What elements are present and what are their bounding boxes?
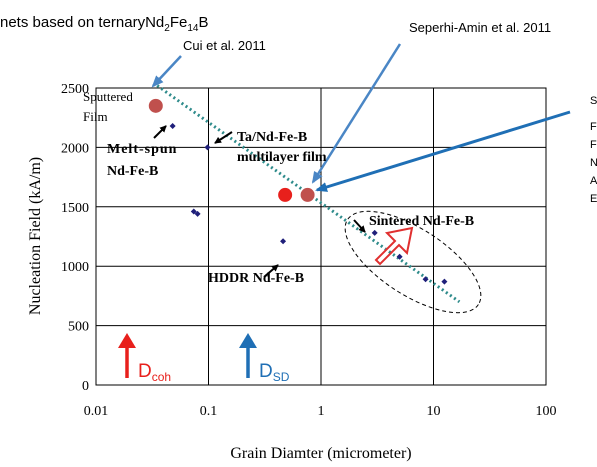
hddr-arrow [263, 264, 279, 278]
sputtered-label-1: Sputtered [83, 89, 133, 104]
formula-sub-2: 2 [164, 23, 170, 34]
right-callout-arrow [315, 110, 571, 192]
dcoh-label-sub: coh [152, 370, 171, 384]
clipped-line-6: E [590, 193, 597, 205]
y-axis-title: Nucleation Field (kA/m) [27, 157, 44, 315]
diamond-point [194, 210, 201, 217]
x-tick-labels: 0.01 0.1 1 10 100 [84, 404, 557, 419]
diamond-point [371, 229, 378, 236]
y-tick-label: 2000 [61, 141, 89, 156]
formula-sub-14: 14 [187, 23, 199, 34]
header-fragment: nets based on ternaryNd2Fe14B [0, 14, 209, 34]
seperhi-callout-arrow [311, 43, 402, 184]
sputtered-label-2: Film [83, 109, 108, 124]
x-axis-title: Grain Diamter (micrometer) [230, 445, 411, 462]
sintered-arrow [353, 219, 366, 233]
tandfeb-label-2: multilayer film [237, 150, 327, 165]
formula-b: B [198, 14, 208, 31]
tandfeb-label-1: Ta/Nd-Fe-B [237, 130, 307, 145]
clipped-line-4: N [590, 157, 597, 169]
formula-fe: Fe [170, 14, 188, 31]
x-tick-label: 1 [318, 404, 325, 419]
dsd-label: DSD [259, 361, 290, 384]
hddr-label: HDDR Nd-Fe-B [208, 271, 304, 286]
sintered-label: Sintered Nd-Fe-B [369, 214, 474, 229]
annotation-arrows [153, 125, 366, 278]
clipped-line-5: A [590, 175, 597, 187]
cui-citation: Cui et al. 2011 [183, 38, 266, 53]
red-outline-arrow [374, 226, 414, 266]
y-tick-label: 2500 [61, 82, 89, 97]
circle-point [278, 187, 293, 202]
circle-point [148, 98, 163, 113]
diamond-point [396, 253, 403, 260]
region-labels: Sputtered Film Melt-spun Nd-Fe-B Ta/Nd-F… [83, 89, 474, 286]
x-tick-label: 0.01 [84, 404, 109, 419]
seperhi-citation: Seperhi-Amin et al. 2011 [409, 20, 551, 35]
formula-nd: Nd [145, 14, 164, 31]
plot-area-border [95, 87, 547, 386]
sintered-group-ellipse [344, 210, 482, 314]
clipped-line-2: F [590, 121, 597, 133]
diamond-point [441, 278, 448, 285]
diamond-point [190, 208, 197, 215]
grid-lines [96, 88, 546, 385]
dcoh-indicator: Dcoh [118, 333, 171, 384]
meltspun-label-2: Nd-Fe-B [107, 164, 158, 179]
header-fragment-text: nets based on ternary [0, 14, 146, 31]
dsd-arrow-head [239, 333, 257, 348]
y-tick-label: 1000 [61, 260, 89, 275]
diamond-point [422, 276, 429, 283]
x-tick-label: 10 [427, 404, 441, 419]
y-tick-label: 500 [68, 320, 89, 335]
right-clipped-text: S F F N A E [590, 95, 597, 205]
diamond-point [169, 123, 176, 130]
diamond-point [280, 238, 287, 245]
y-tick-label: 1500 [61, 201, 89, 216]
dsd-label-base: D [259, 361, 273, 382]
meltspun-label-1: Melt-spun [107, 142, 177, 157]
clipped-line-1: S [590, 95, 597, 107]
tandfeb-arrow [214, 131, 233, 144]
y-tick-labels: 0 500 1000 1500 2000 2500 [61, 82, 89, 394]
diamond-point [204, 144, 211, 151]
dcoh-label-base: D [138, 361, 152, 382]
y-tick-label: 0 [82, 379, 89, 394]
dsd-label-sub: SD [273, 370, 290, 384]
data-points [148, 98, 448, 285]
dcoh-label: Dcoh [138, 361, 171, 384]
meltspun-arrow [153, 125, 167, 139]
dcoh-arrow-head [118, 333, 136, 348]
circle-point [300, 187, 315, 202]
dsd-indicator: DSD [239, 333, 290, 384]
x-tick-label: 100 [536, 404, 557, 419]
clipped-line-3: F [590, 139, 597, 151]
x-tick-label: 0.1 [200, 404, 218, 419]
cui-callout-arrow [151, 55, 182, 88]
